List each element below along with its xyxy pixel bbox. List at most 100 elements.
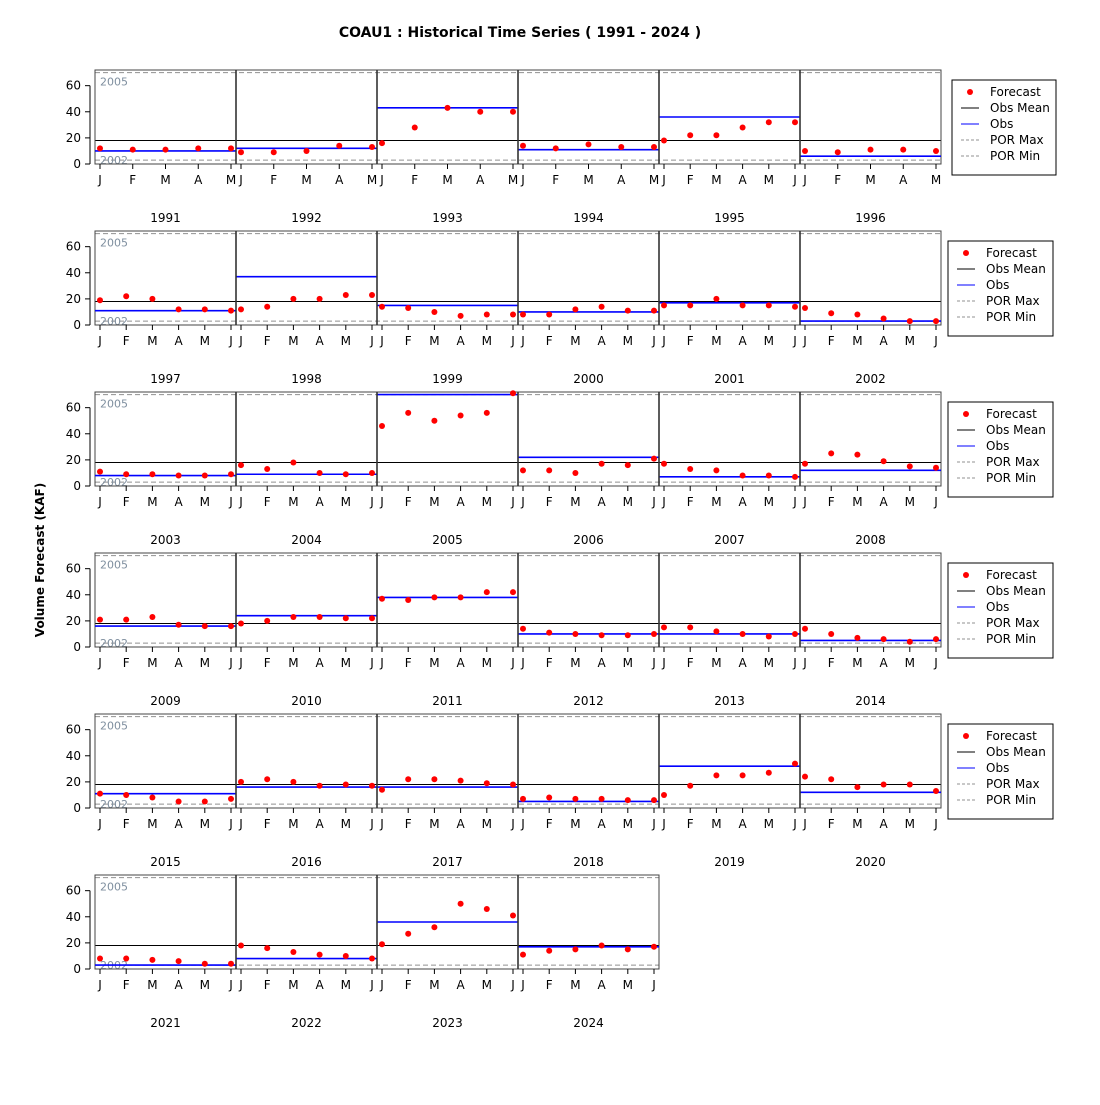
forecast-point <box>201 623 208 630</box>
month-label: M <box>288 817 298 831</box>
legend-forecast-marker <box>963 572 969 578</box>
legend-label: Obs <box>986 278 1009 292</box>
month-label: J <box>369 495 374 509</box>
forecast-point <box>765 302 772 309</box>
y-tick-label: 40 <box>66 749 81 763</box>
forecast-point <box>369 469 375 476</box>
forecast-point <box>854 451 861 458</box>
panel-2015: J F M A M J 2015 <box>94 713 237 869</box>
forecast-point <box>598 942 605 949</box>
month-label: M <box>482 656 492 670</box>
chart-row: 2005 2002 0 20 40 60 J F M A M 1991 J F M A M 1992 J F M A M 19… <box>66 69 1057 225</box>
month-label: M <box>341 817 351 831</box>
month-label: A <box>315 334 324 348</box>
panel-1991: J F M A M 1991 <box>94 69 237 225</box>
forecast-point <box>520 951 526 958</box>
y-tick-label: 0 <box>73 318 81 332</box>
month-label: J <box>238 334 243 348</box>
forecast-point <box>624 632 631 639</box>
year-label: 2004 <box>291 533 322 547</box>
month-label: M <box>623 334 633 348</box>
forecast-point <box>264 303 271 310</box>
month-label: J <box>802 173 807 187</box>
forecast-point <box>228 307 234 314</box>
month-label: J <box>792 173 797 187</box>
forecast-point <box>379 595 385 602</box>
month-label: F <box>123 978 130 992</box>
legend-label: Obs Mean <box>986 262 1046 276</box>
por-max-year-label: 2005 <box>100 398 128 411</box>
month-label: M <box>147 817 157 831</box>
panel-frame <box>235 713 378 809</box>
month-label: F <box>687 656 694 670</box>
por-min-year-label: 2002 <box>100 476 128 489</box>
year-label: 2022 <box>291 1016 322 1030</box>
legend-label: POR Max <box>986 777 1040 791</box>
month-label: M <box>905 817 915 831</box>
forecast-point <box>792 630 798 637</box>
forecast-point <box>238 620 244 627</box>
chart-row: 2005 2002 0 20 40 60 J F M A M J 2003 J F M A M J 2004 J F M A M… <box>66 390 1054 547</box>
month-label: A <box>879 656 888 670</box>
y-tick-label: 0 <box>73 479 81 493</box>
month-label: F <box>546 334 553 348</box>
month-label: J <box>651 334 656 348</box>
month-label: J <box>369 978 374 992</box>
legend-box <box>947 401 1054 498</box>
forecast-point <box>149 295 156 302</box>
month-label: M <box>570 978 580 992</box>
month-label: J <box>802 334 807 348</box>
month-label: M <box>147 495 157 509</box>
month-label: J <box>802 656 807 670</box>
forecast-point <box>316 951 323 958</box>
forecast-point <box>834 149 841 156</box>
month-label: J <box>97 817 102 831</box>
forecast-point <box>552 145 559 152</box>
forecast-point <box>369 615 375 622</box>
forecast-point <box>379 786 385 793</box>
panel-frame <box>517 874 660 970</box>
month-label: A <box>738 656 747 670</box>
forecast-point <box>572 306 579 313</box>
panel-frame <box>658 713 801 809</box>
month-label: M <box>341 495 351 509</box>
month-label: M <box>583 173 593 187</box>
month-label: M <box>711 817 721 831</box>
legend-label: Forecast <box>986 246 1037 260</box>
y-tick-label: 0 <box>73 640 81 654</box>
year-label: 1999 <box>432 372 463 386</box>
forecast-point <box>290 613 297 620</box>
forecast-point <box>162 146 169 153</box>
forecast-point <box>880 781 887 788</box>
por-max-year-label: 2005 <box>100 881 128 894</box>
y-tick-label: 40 <box>66 105 81 119</box>
y-tick-label: 40 <box>66 910 81 924</box>
panel-frame <box>658 391 801 487</box>
month-label: A <box>174 656 183 670</box>
legend-box <box>947 723 1054 820</box>
panel-2009: J F M A M J 2009 <box>94 552 237 708</box>
month-label: M <box>429 656 439 670</box>
month-label: M <box>931 173 941 187</box>
por-max-year-label: 2005 <box>100 237 128 250</box>
panel-2004: J F M A M J 2004 <box>235 391 378 547</box>
month-label: J <box>97 495 102 509</box>
forecast-point <box>290 295 297 302</box>
y-tick-label: 20 <box>66 775 81 789</box>
chart-title: COAU1 : Historical Time Series ( 1991 - … <box>339 25 701 41</box>
forecast-point <box>97 468 103 475</box>
month-label: F <box>123 817 130 831</box>
month-label: M <box>482 978 492 992</box>
panel-2012: J F M A M J 2012 <box>517 552 660 708</box>
forecast-point <box>661 302 667 309</box>
year-label: 2021 <box>150 1016 181 1030</box>
legend-forecast-marker <box>963 250 969 256</box>
month-label: M <box>341 978 351 992</box>
forecast-point <box>405 930 412 937</box>
legend-label: Forecast <box>986 729 1037 743</box>
forecast-point <box>880 458 887 465</box>
y-tick-label: 20 <box>66 131 81 145</box>
month-label: A <box>174 495 183 509</box>
year-label: 2013 <box>714 694 745 708</box>
forecast-point <box>431 924 438 931</box>
